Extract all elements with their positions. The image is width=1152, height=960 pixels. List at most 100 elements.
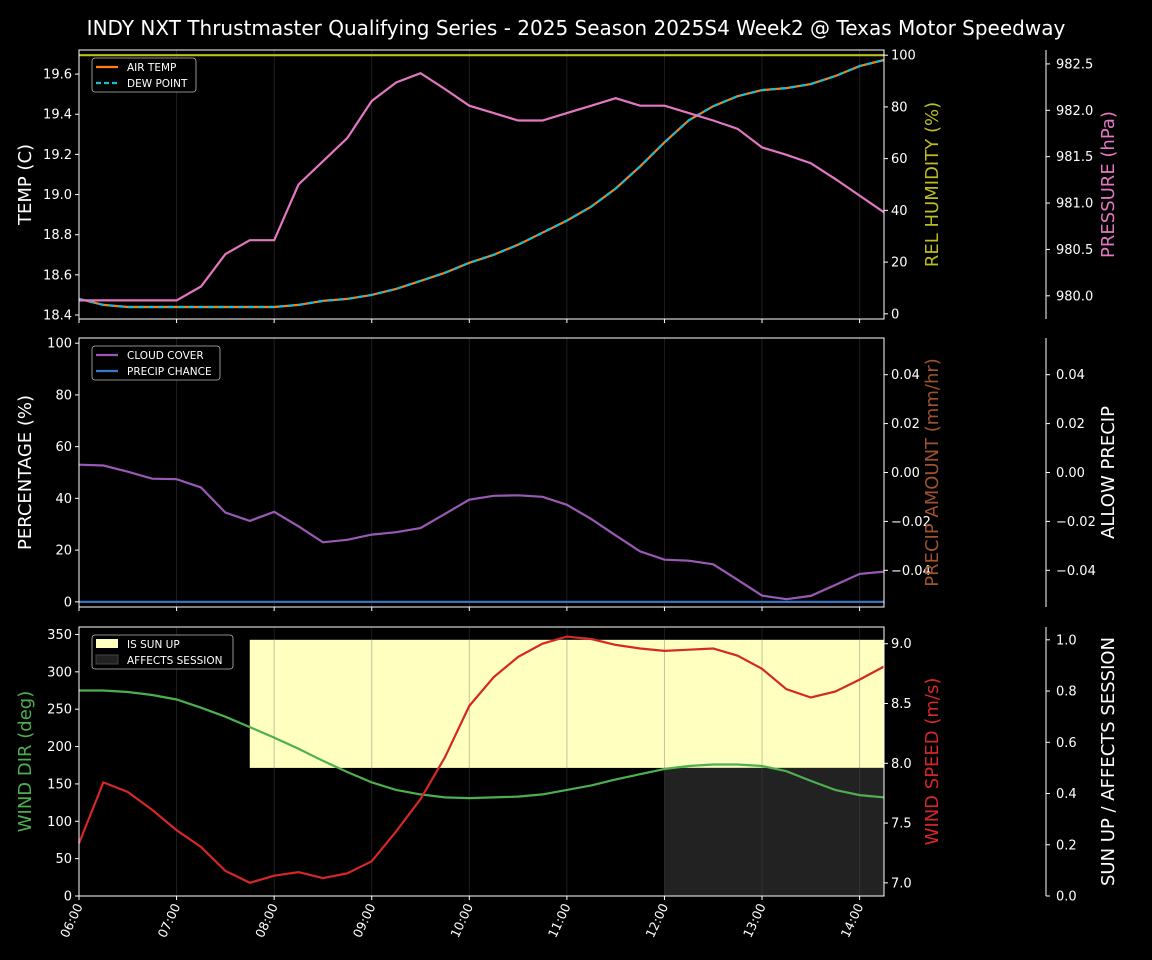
y-tick-label: 300 (47, 665, 72, 680)
y2-tick-label: 0.00 (891, 466, 920, 481)
panel-temperature: 18.4 18.6 18.8 19.0 19.2 19.4 19.6 0 20 40 60 80 100… (15, 49, 1119, 324)
legend-box (91, 634, 234, 670)
y2-axis-label: PRECIP AMOUNT (mm/hr) (922, 358, 943, 587)
y-tick-label: 200 (47, 740, 72, 755)
y-tick-label: 18.4 (43, 308, 72, 323)
y2-tick-label: 80 (891, 100, 908, 115)
plot-area (79, 338, 884, 607)
legend-label: PRECIP CHANCE (127, 366, 212, 378)
y3-tick-label: 980.5 (1056, 243, 1093, 258)
y-tick-label: 19.0 (43, 188, 72, 203)
y2-tick-label: 8.0 (891, 757, 912, 772)
y-tick-label: 100 (47, 337, 72, 352)
y3-tick-label: 0.0 (1056, 890, 1077, 905)
y2-tick-label: 0.02 (891, 417, 920, 432)
y-axis-label: WIND DIR (deg) (15, 691, 36, 833)
x-tick-label: 07:00 (154, 901, 183, 940)
legend-label: AIR TEMP (127, 62, 176, 74)
y3-tick-label: 0.4 (1056, 787, 1077, 802)
y2-axis-label: REL HUMIDITY (%) (922, 102, 943, 267)
y2-tick-label: 7.5 (891, 817, 912, 832)
x-tick-label: 12:00 (642, 901, 671, 940)
y3-tick-label: 982.5 (1056, 57, 1093, 72)
y2-tick-label: −0.04 (891, 564, 931, 579)
y2-tick-label: 0.04 (891, 368, 920, 383)
legend-label: DEW POINT (127, 78, 188, 90)
series-line-0 (79, 689, 885, 800)
series-line-1 (78, 58, 885, 309)
x-tick-label: 06:00 (57, 901, 86, 940)
y-tick-label: 18.6 (43, 268, 72, 283)
legend-label: IS SUN UP (127, 639, 180, 651)
x-tick-label: 08:00 (252, 901, 281, 940)
y-tick-label: 350 (47, 628, 72, 643)
y-tick-label: 40 (55, 492, 72, 507)
y2-tick-label: 8.5 (891, 697, 912, 712)
legend-swatch (96, 639, 118, 648)
y3-tick-label: 0.02 (1056, 417, 1085, 432)
x-tick-label: 09:00 (350, 901, 379, 940)
y2-tick-label: 100 (891, 49, 916, 64)
x-tick-label: 10:00 (447, 901, 476, 940)
y-tick-label: 0 (64, 595, 72, 610)
affects-session-band (664, 767, 884, 896)
x-tick-label: 13:00 (740, 901, 769, 940)
y3-axis-label: PRESSURE (hPa) (1098, 111, 1119, 258)
y3-tick-label: 982.0 (1056, 104, 1093, 119)
legend: AIR TEMP DEW POINT (91, 57, 197, 93)
y3-tick-label: 980.0 (1056, 289, 1093, 304)
y3-tick-label: 0.00 (1056, 466, 1085, 481)
y3-tick-label: −0.02 (1056, 515, 1096, 530)
legend-label: AFFECTS SESSION (127, 655, 223, 667)
y2-tick-label: −0.02 (891, 515, 931, 530)
y-tick-label: 50 (55, 852, 72, 867)
panel-clouds: 0 20 40 60 80 100 −0.04 −0.02 0.00 0.02 0.04 −0.04 −… (15, 337, 1119, 611)
y3-tick-label: −0.04 (1056, 564, 1096, 579)
y2-tick-label: 9.0 (891, 637, 912, 652)
y3-tick-label: 0.6 (1056, 736, 1077, 751)
plot-area (79, 50, 884, 319)
y-tick-label: 0 (64, 890, 72, 905)
y2-tick-label: 20 (891, 256, 908, 271)
y3-axis-label: SUN UP / AFFECTS SESSION (1098, 637, 1119, 886)
y3-tick-label: 981.5 (1056, 150, 1093, 165)
y3-tick-label: 0.8 (1056, 685, 1077, 700)
y-tick-label: 18.8 (43, 228, 72, 243)
legend-label: CLOUD COVER (127, 350, 204, 362)
plot-frame (78, 626, 885, 897)
y3-axis-label: ALLOW PRECIP (1098, 406, 1119, 539)
plot-frame (78, 49, 885, 320)
y-axis-label: TEMP (C) (15, 144, 36, 226)
y-tick-label: 19.6 (43, 68, 72, 83)
y-tick-label: 19.4 (43, 108, 72, 123)
y3-tick-label: 1.0 (1056, 633, 1077, 648)
y-tick-label: 19.2 (43, 148, 72, 163)
series-line-3 (79, 71, 885, 302)
y2-tick-label: 60 (891, 152, 908, 167)
y3-tick-label: 981.0 (1056, 197, 1093, 212)
x-tick-label: 14:00 (838, 901, 867, 940)
y-axis-label: PERCENTAGE (%) (15, 395, 36, 550)
legend: IS SUN UP AFFECTS SESSION (91, 634, 234, 670)
chart-title: INDY NXT Thrustmaster Qualifying Series … (87, 16, 1066, 40)
y2-tick-label: 7.0 (891, 876, 912, 891)
sun-up-band (249, 639, 884, 768)
y-tick-label: 100 (47, 815, 72, 830)
y3-tick-label: 0.04 (1056, 368, 1085, 383)
y2-tick-label: 40 (891, 204, 908, 219)
y3-tick-label: 0.2 (1056, 838, 1077, 853)
legend-box (91, 345, 221, 381)
y-tick-label: 250 (47, 703, 72, 718)
y-tick-label: 80 (55, 388, 72, 403)
y-tick-label: 150 (47, 777, 72, 792)
panel-wind: 0 50 100 150 200 250 300 350 7.0 7.5 8.0 8.5 9.0 0.0 0… (15, 626, 1119, 905)
series-line-1 (77, 635, 885, 884)
y-tick-label: 20 (55, 544, 72, 559)
legend-swatch (95, 654, 119, 665)
series-line-0 (78, 463, 885, 601)
y2-axis-label: WIND SPEED (m/s) (922, 678, 943, 846)
x-tick-label: 11:00 (545, 901, 574, 940)
legend: CLOUD COVER PRECIP CHANCE (91, 345, 221, 381)
y2-tick-label: 0 (891, 307, 899, 322)
